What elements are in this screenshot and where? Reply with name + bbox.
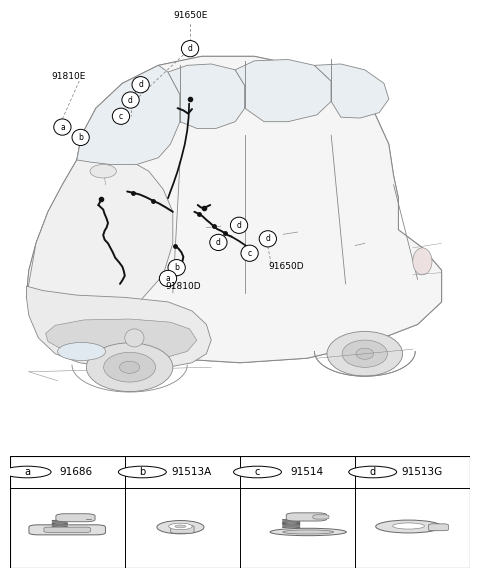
Ellipse shape (90, 165, 117, 178)
Circle shape (122, 92, 139, 108)
Ellipse shape (376, 520, 442, 533)
FancyBboxPatch shape (44, 527, 90, 533)
Text: 91513G: 91513G (401, 467, 443, 477)
Circle shape (181, 41, 199, 57)
Circle shape (54, 119, 71, 135)
Polygon shape (168, 64, 245, 129)
Ellipse shape (393, 523, 424, 529)
Circle shape (132, 76, 149, 93)
Ellipse shape (58, 343, 106, 360)
Ellipse shape (52, 520, 68, 521)
Text: b: b (139, 467, 145, 477)
Circle shape (3, 466, 51, 478)
Text: 91514: 91514 (290, 467, 324, 477)
Text: a: a (60, 123, 65, 131)
Circle shape (72, 129, 89, 146)
Text: d: d (138, 80, 143, 89)
Circle shape (168, 259, 185, 276)
Polygon shape (46, 319, 197, 360)
Polygon shape (26, 153, 173, 329)
FancyBboxPatch shape (29, 525, 106, 535)
Circle shape (119, 466, 166, 478)
Text: c: c (248, 249, 252, 258)
Polygon shape (77, 65, 180, 165)
Ellipse shape (52, 523, 68, 524)
Text: d: d (370, 467, 376, 477)
Polygon shape (26, 56, 442, 363)
Circle shape (259, 231, 276, 247)
Ellipse shape (282, 523, 300, 524)
Circle shape (234, 466, 281, 478)
Ellipse shape (52, 526, 68, 527)
Polygon shape (26, 286, 211, 367)
FancyBboxPatch shape (171, 525, 194, 533)
Ellipse shape (270, 528, 347, 536)
FancyBboxPatch shape (56, 514, 95, 522)
Text: a: a (166, 274, 170, 283)
Text: c: c (255, 467, 260, 477)
Circle shape (241, 245, 258, 261)
Ellipse shape (175, 525, 186, 528)
Text: 91513A: 91513A (171, 467, 212, 477)
Ellipse shape (413, 248, 432, 275)
Text: c: c (119, 112, 123, 121)
Polygon shape (314, 64, 389, 118)
Text: d: d (188, 44, 192, 53)
Ellipse shape (342, 340, 387, 367)
Text: 91810E: 91810E (52, 72, 86, 81)
Ellipse shape (86, 343, 173, 391)
Circle shape (210, 234, 227, 250)
FancyBboxPatch shape (10, 456, 470, 568)
Ellipse shape (120, 361, 140, 373)
Text: d: d (265, 234, 270, 243)
Text: d: d (237, 221, 241, 230)
FancyBboxPatch shape (313, 515, 329, 519)
Ellipse shape (282, 525, 300, 526)
Ellipse shape (282, 521, 300, 522)
Text: a: a (24, 467, 30, 477)
Ellipse shape (168, 523, 192, 530)
Circle shape (125, 329, 144, 347)
Ellipse shape (356, 348, 373, 359)
Ellipse shape (282, 524, 300, 525)
Ellipse shape (282, 522, 300, 523)
FancyBboxPatch shape (286, 513, 327, 521)
Text: d: d (128, 95, 133, 104)
Polygon shape (235, 60, 331, 122)
Text: d: d (216, 238, 221, 247)
Text: 91650E: 91650E (173, 11, 207, 20)
Circle shape (349, 466, 396, 478)
Text: 91650D: 91650D (269, 262, 304, 272)
Ellipse shape (157, 521, 204, 534)
Ellipse shape (104, 352, 156, 382)
Text: 91810D: 91810D (166, 282, 201, 290)
Circle shape (112, 108, 130, 125)
FancyBboxPatch shape (429, 524, 448, 531)
Circle shape (159, 270, 177, 286)
Circle shape (230, 217, 248, 234)
Text: 91686: 91686 (60, 467, 93, 477)
Ellipse shape (327, 331, 403, 376)
Text: b: b (78, 133, 83, 142)
Ellipse shape (283, 530, 334, 534)
Ellipse shape (282, 527, 300, 528)
Ellipse shape (282, 519, 300, 521)
Text: b: b (174, 263, 179, 272)
